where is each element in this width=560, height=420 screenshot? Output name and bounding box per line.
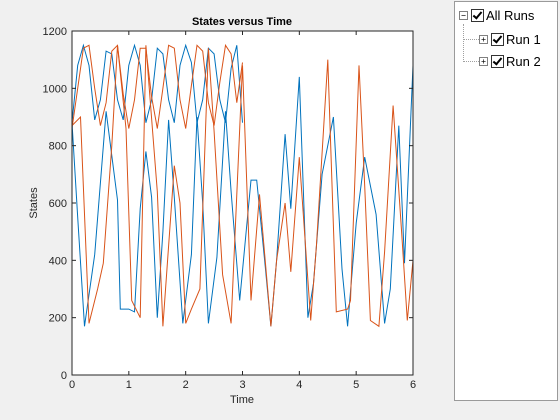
ticks-layer: 0 1 2 3 4 5 6 0 200 400 600 800 1000 1200 (43, 26, 417, 391)
y-tick-label: 600 (49, 198, 67, 210)
collapse-icon[interactable]: − (459, 10, 468, 20)
expand-icon[interactable]: + (479, 56, 488, 66)
tree-node-all-runs[interactable]: − All Runs (459, 7, 534, 23)
expand-icon[interactable]: + (479, 34, 488, 44)
chart-title: States versus Time (192, 16, 292, 28)
run-tree-panel: − All Runs + Run 1 + Run 2 (454, 1, 558, 401)
series-line-1 (71, 43, 243, 123)
y-tick-label: 1200 (43, 26, 67, 38)
states-vs-time-chart: States versus Time Time States 0 1 2 3 4 5 6 0 2… (28, 16, 417, 406)
x-tick-label: 1 (126, 379, 132, 391)
series-line-4 (71, 45, 414, 328)
tree-node-label: Run 2 (506, 53, 541, 69)
plot-background (72, 31, 413, 375)
states-vs-time-figure: States versus Time Time States 0 1 2 3 4 5 6 0 2… (28, 16, 417, 406)
series-layer (71, 43, 414, 328)
x-tick-label: 2 (183, 379, 189, 391)
tree-node-run-2[interactable]: + Run 2 (479, 53, 541, 69)
y-tick-label: 400 (49, 255, 67, 267)
tree-node-label: All Runs (486, 7, 535, 23)
tree-node-label: Run 1 (506, 31, 541, 47)
x-tick-label: 6 (410, 379, 416, 391)
all-runs-checkbox[interactable] (471, 8, 484, 22)
run-2-checkbox[interactable] (491, 54, 504, 68)
y-axis-label: States (28, 187, 40, 219)
tree-connector (463, 61, 479, 62)
tree-node-run-1[interactable]: + Run 1 (479, 31, 541, 47)
y-tick-label: 800 (49, 141, 67, 153)
plot-frame (71, 30, 414, 376)
y-tick-label: 0 (61, 370, 67, 382)
tree-connector (463, 24, 464, 60)
y-tick-label: 1000 (43, 83, 67, 95)
x-tick-label: 4 (296, 379, 302, 391)
x-tick-label: 0 (69, 379, 75, 391)
y-tick-label: 200 (49, 313, 67, 325)
x-tick-label: 5 (353, 379, 359, 391)
x-axis-label: Time (230, 394, 254, 406)
x-tick-label: 3 (239, 379, 245, 391)
run-1-checkbox[interactable] (491, 32, 504, 46)
tree-connector (463, 39, 479, 40)
